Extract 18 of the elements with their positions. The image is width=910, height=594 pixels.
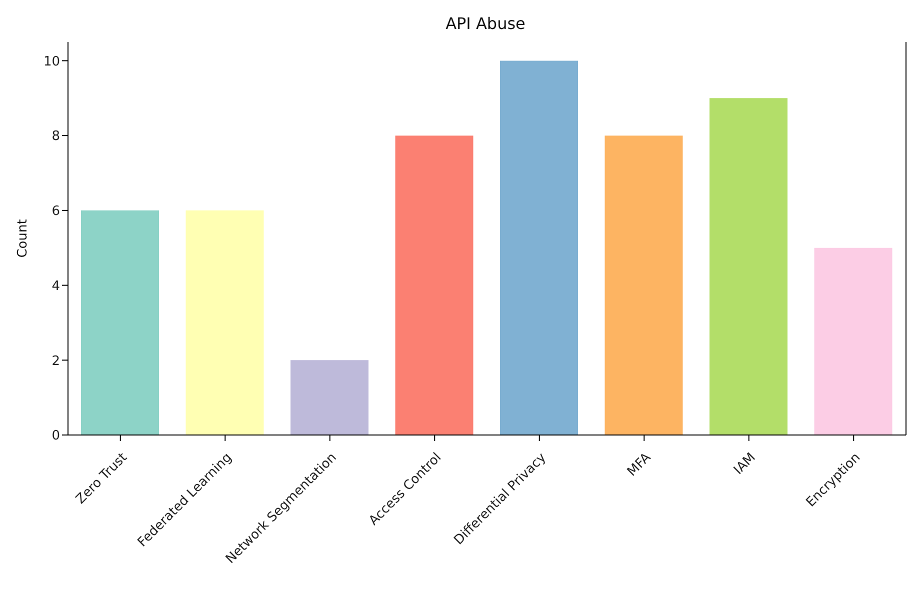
bar [395,136,474,435]
bar [814,248,892,435]
bar [81,210,159,435]
bar [500,60,578,435]
y-tick-label: 0 [52,428,60,444]
bar [710,98,788,435]
bar [604,136,683,435]
chart-title: API Abuse [444,14,526,33]
y-tick-label: 8 [52,129,60,144]
bar [186,210,264,435]
y-tick-label: 4 [52,278,60,294]
y-tick-label: 6 [52,204,60,220]
x-tick-label: IAM [731,450,759,478]
y-tick-label: 10 [43,54,60,70]
y-axis-title: Count [16,219,31,258]
bar [290,360,368,435]
x-tick-label: MFA [624,450,654,480]
y-tick-label: 2 [52,354,60,369]
